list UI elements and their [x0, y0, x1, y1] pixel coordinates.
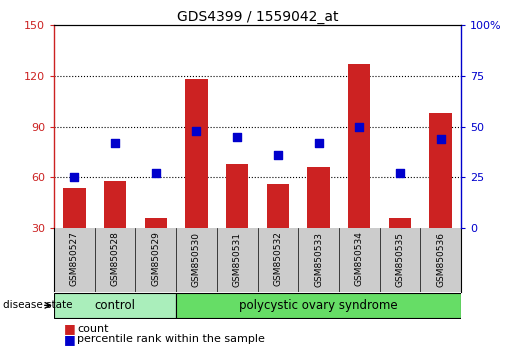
Text: polycystic ovary syndrome: polycystic ovary syndrome [239, 299, 398, 312]
Point [233, 134, 241, 139]
Text: ■: ■ [64, 333, 80, 346]
Text: ■: ■ [64, 322, 80, 335]
Bar [54, 292, 176, 318]
Text: GSM850536: GSM850536 [436, 232, 445, 286]
Point [314, 140, 322, 146]
Text: GSM850527: GSM850527 [70, 232, 79, 286]
Bar [307, 167, 330, 228]
Text: GSM850533: GSM850533 [314, 232, 323, 286]
Bar [348, 64, 370, 228]
Text: GSM850532: GSM850532 [273, 232, 282, 286]
Bar [63, 188, 85, 228]
Bar [104, 181, 126, 228]
Text: GSM850530: GSM850530 [192, 232, 201, 286]
Text: GSM850534: GSM850534 [355, 232, 364, 286]
Text: GSM850528: GSM850528 [111, 232, 119, 286]
Text: control: control [95, 299, 135, 312]
Text: percentile rank within the sample: percentile rank within the sample [77, 334, 265, 344]
Point [396, 171, 404, 176]
Point [70, 175, 78, 180]
Point [151, 171, 160, 176]
Point [192, 128, 200, 133]
Text: GSM850529: GSM850529 [151, 232, 160, 286]
Text: disease state: disease state [3, 300, 72, 310]
Title: GDS4399 / 1559042_at: GDS4399 / 1559042_at [177, 10, 338, 24]
Text: GSM850535: GSM850535 [396, 232, 404, 286]
Point [111, 140, 119, 146]
Bar [389, 218, 411, 228]
Point [436, 136, 444, 142]
Bar [185, 79, 208, 228]
Point [274, 152, 282, 158]
Bar [145, 218, 167, 228]
Text: GSM850531: GSM850531 [233, 232, 242, 286]
Bar [226, 164, 248, 228]
Bar [430, 113, 452, 228]
Text: count: count [77, 324, 109, 333]
Bar [176, 292, 461, 318]
Bar [267, 184, 289, 228]
Point [355, 124, 363, 130]
